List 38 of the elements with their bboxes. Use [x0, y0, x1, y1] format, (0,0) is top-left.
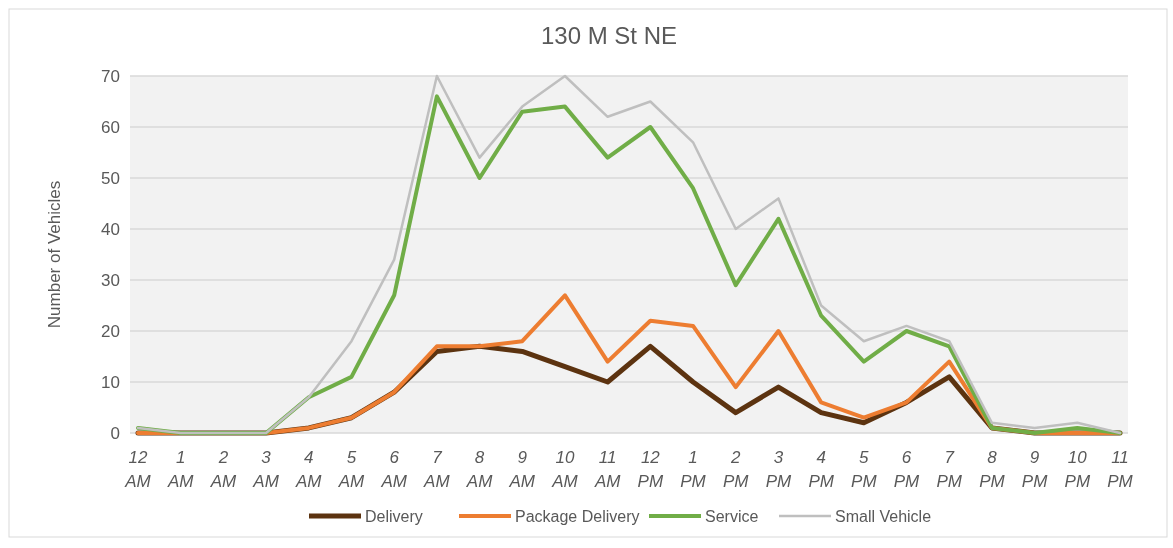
y-tick-label: 50: [101, 168, 120, 188]
chart-title: 130 M St NE: [540, 22, 678, 49]
y-tick-label: 20: [101, 321, 120, 341]
x-tick-label: 12 AM: [124, 448, 152, 491]
legend-label: Package Delivery: [515, 507, 640, 525]
x-tick-label: 10 AM: [551, 448, 579, 491]
x-tick-label: 7 AM: [423, 448, 451, 491]
y-tick-label: 60: [101, 117, 120, 137]
x-tick-label: 11 AM: [593, 448, 622, 491]
x-tick-label: 2 AM: [209, 448, 237, 491]
x-tick-label: 6 PM: [893, 448, 921, 491]
y-tick-label: 70: [101, 66, 120, 86]
x-tick-label: 1 PM: [680, 448, 707, 491]
x-tick-label: 8 PM: [979, 448, 1006, 491]
x-tick-label: 10 PM: [1064, 448, 1091, 491]
y-tick-label: 10: [101, 372, 120, 392]
x-tick-label: 9 AM: [508, 448, 536, 491]
x-tick-label: 5 PM: [851, 448, 878, 491]
x-tick-label: 3 PM: [765, 448, 793, 491]
x-tick-label: 11 PM: [1107, 448, 1134, 491]
y-tick-label: 0: [110, 423, 120, 443]
legend-label: Delivery: [365, 507, 423, 525]
x-tick-label: 5 AM: [337, 448, 366, 491]
legend-label: Service: [705, 507, 759, 525]
y-axis-title: Number of Vehicles: [45, 180, 64, 329]
y-tick-label: 40: [101, 219, 120, 239]
legend-label: Small Vehicle: [835, 507, 932, 525]
y-tick-label: 30: [101, 270, 120, 290]
x-tick-label: 2 PM: [722, 448, 750, 491]
x-tick-label: 3 AM: [252, 448, 280, 491]
x-tick-label: 4 AM: [295, 448, 323, 491]
x-tick-label: 1 AM: [166, 448, 195, 491]
x-tick-label: 4 PM: [808, 448, 835, 491]
x-tick-label: 12 PM: [637, 448, 664, 491]
x-tick-label: 8 AM: [465, 448, 494, 491]
x-tick-label: 9 PM: [1021, 448, 1049, 491]
x-tick-label: 7 PM: [936, 448, 963, 491]
x-tick-label: 6 AM: [380, 448, 408, 491]
